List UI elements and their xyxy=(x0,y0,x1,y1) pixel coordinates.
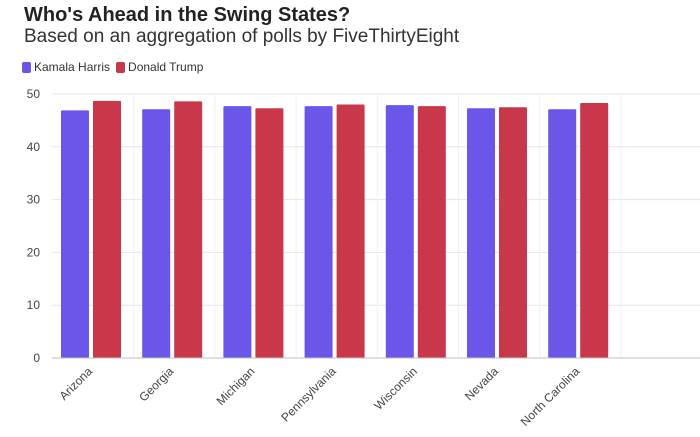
x-tick-label: Michigan xyxy=(214,364,258,408)
legend-label-harris: Kamala Harris xyxy=(34,60,111,74)
bar-trump-michigan xyxy=(255,108,284,358)
bar-harris-nevada xyxy=(467,108,495,358)
y-tick-label: 30 xyxy=(27,193,41,207)
bar-trump-pennsylvania xyxy=(336,104,365,358)
bar-trump-georgia xyxy=(174,101,203,358)
chart-title: Who's Ahead in the Swing States? xyxy=(24,4,351,26)
y-tick-label: 50 xyxy=(27,87,41,101)
x-tick-label: North Carolina xyxy=(518,364,583,429)
bar-trump-wisconsin xyxy=(417,106,446,358)
y-tick-label: 10 xyxy=(27,298,41,312)
y-tick-label: 20 xyxy=(27,245,41,259)
bar-harris-pennsylvania xyxy=(304,106,333,358)
legend: Kamala Harris Donald Trump xyxy=(22,60,209,74)
bar-harris-north-carolina xyxy=(548,109,577,358)
bar-trump-north-carolina xyxy=(580,102,609,358)
x-tick-label: Nevada xyxy=(462,364,501,403)
bar-harris-arizona xyxy=(61,110,89,358)
bar-trump-nevada xyxy=(499,107,527,358)
x-tick-label: Pennsylvania xyxy=(278,364,339,425)
x-tick-label: Georgia xyxy=(136,364,176,404)
bar-harris-wisconsin xyxy=(385,105,414,358)
bar-harris-georgia xyxy=(142,109,171,358)
x-tick-label: Wisconsin xyxy=(371,364,420,413)
legend-label-trump: Donald Trump xyxy=(128,60,204,74)
y-tick-label: 0 xyxy=(33,351,40,365)
bar-harris-michigan xyxy=(223,106,252,358)
y-tick-label: 40 xyxy=(27,140,41,154)
bar-trump-arizona xyxy=(93,100,121,358)
x-tick-label: Arizona xyxy=(56,364,95,403)
legend-item-harris[interactable]: Kamala Harris xyxy=(22,60,110,74)
legend-swatch-trump xyxy=(116,61,126,73)
legend-swatch-harris xyxy=(22,61,31,73)
chart-subtitle: Based on an aggregation of polls by Five… xyxy=(24,26,460,47)
legend-item-trump[interactable]: Donald Trump xyxy=(116,60,203,74)
